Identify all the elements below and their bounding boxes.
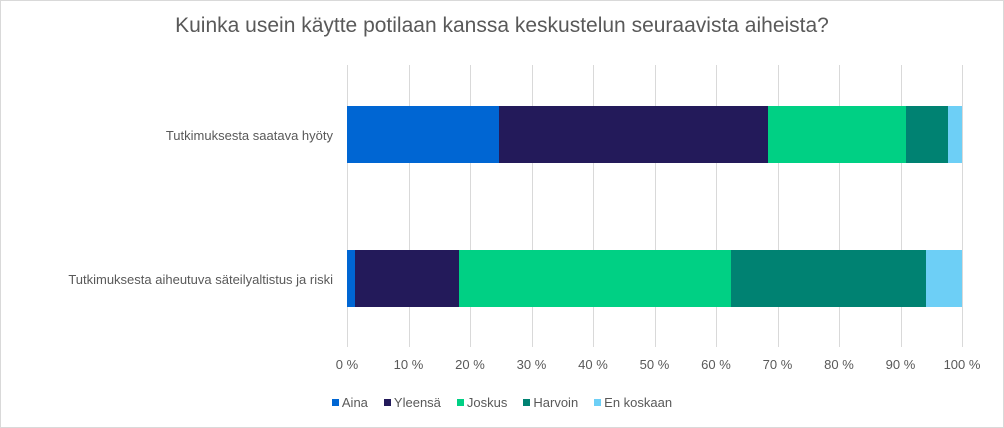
legend-item: Aina [331,395,368,410]
legend-swatch-icon [456,399,464,406]
legend-item: Harvoin [523,395,578,410]
gridline [777,65,779,347]
x-tick-label: 0 % [335,357,359,372]
category-label: Tutkimuksesta saatava hyöty [165,128,333,143]
bar-segment-en-koskaan [947,106,962,163]
stacked-bar [347,106,962,163]
legend-swatch-icon [523,399,531,406]
x-tick-label: 50 % [639,357,670,372]
category-label: Tutkimuksesta aiheutuva säteilyaltistus … [68,272,333,287]
x-tick-label: 30 % [516,357,547,372]
x-tick-label: 100 % [943,357,981,372]
gridline [593,65,594,347]
legend-swatch-icon [331,399,339,406]
legend-item: En koskaan [594,395,672,410]
gridline [962,65,963,347]
bar-segment-en-koskaan [925,250,962,307]
gridline [716,65,717,347]
x-tick-label: 80 % [824,357,854,372]
legend-swatch-icon [594,399,602,406]
bar-segment-harvoin [730,250,926,307]
bar-segment-yleensä [498,106,769,163]
gridline [654,65,656,347]
gridline [531,65,533,347]
legend-item: Yleensä [383,395,441,410]
gridline [900,65,902,347]
gridline [347,65,348,347]
bar-segment-joskus [768,106,906,163]
x-tick-label: 20 % [455,357,485,372]
bar-segment-harvoin [906,106,948,163]
gridline [839,65,840,347]
legend-swatch-icon [383,399,391,406]
legend-label: En koskaan [604,395,673,410]
x-tick-label: 70 % [762,357,793,372]
legend-item: Joskus [456,395,508,410]
bar-segment-aina [347,250,355,307]
x-tick-label: 60 % [701,357,731,372]
legend-label: Harvoin [533,395,579,410]
x-tick-label: 90 % [885,357,916,372]
legend-label: Yleensä [393,395,441,410]
gridline [470,65,471,347]
bar-segment-joskus [458,250,731,307]
x-tick-label: 10 % [393,357,424,372]
x-tick-label: 40 % [578,357,608,372]
bar-segment-yleensä [354,250,459,307]
stacked-bar [347,250,962,307]
plot-area [347,65,963,347]
legend: Aina Yleensä Joskus Harvoin En koskaan [0,395,1004,410]
legend-label: Joskus [466,395,508,410]
legend-label: Aina [341,395,368,410]
chart-title: Kuinka usein käytte potilaan kanssa kesk… [175,14,829,37]
bar-segment-aina [347,106,499,163]
gridline [408,65,410,347]
